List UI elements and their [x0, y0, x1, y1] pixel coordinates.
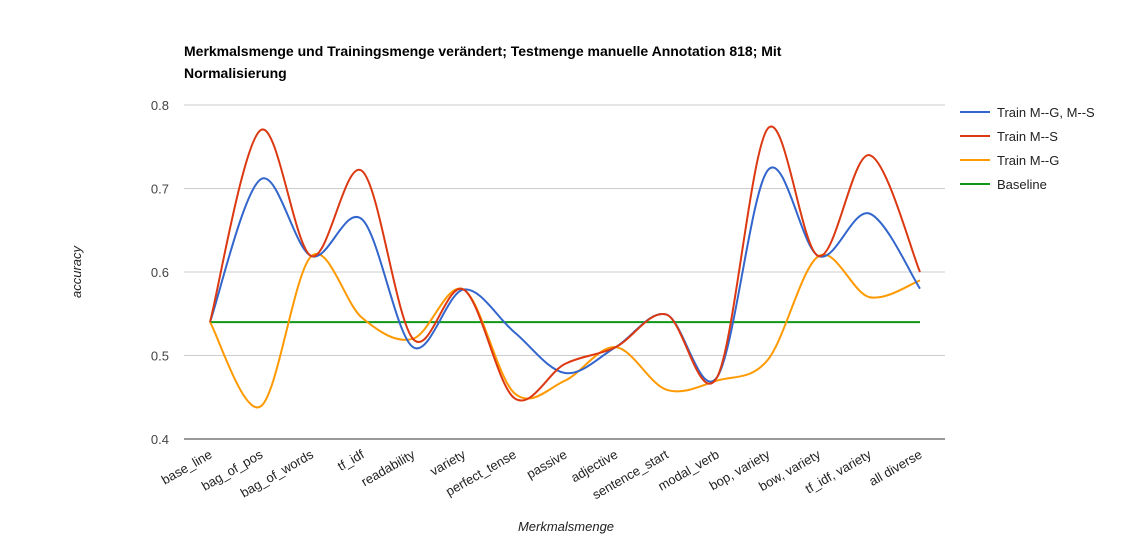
- y-axis-label: accuracy: [69, 244, 84, 298]
- series-lines: [209, 125, 921, 409]
- y-tick-label: 0.7: [151, 182, 169, 197]
- series-line-train-m-g-m-s: [209, 166, 921, 383]
- legend-label-train-m-s: Train M--S: [997, 129, 1058, 144]
- legend-label-baseline: Baseline: [997, 177, 1047, 192]
- x-tick-label: all diverse: [866, 447, 924, 489]
- chart-title-line-2: Normalisierung: [184, 65, 287, 81]
- y-axis-ticks: 0.4 0.5 0.6 0.7 0.8: [151, 98, 169, 447]
- legend: Train M--G, M--S Train M--S Train M--G Base…: [960, 105, 1095, 192]
- x-tick-label: readability: [359, 446, 418, 489]
- legend-label-train-m-g-m-s: Train M--G, M--S: [997, 105, 1095, 120]
- y-tick-label: 0.4: [151, 432, 169, 447]
- gridlines: [184, 104, 945, 440]
- y-tick-label: 0.6: [151, 265, 169, 280]
- chart-title-line-1: Merkmalsmenge und Trainingsmenge verände…: [184, 43, 782, 59]
- legend-label-train-m-g: Train M--G: [997, 153, 1059, 168]
- y-tick-label: 0.8: [151, 98, 169, 113]
- x-axis-label: Merkmalsmenge: [518, 519, 614, 534]
- series-line-train-m-g: [209, 252, 921, 409]
- x-tick-label: tf_idf: [335, 446, 367, 473]
- y-tick-label: 0.5: [151, 349, 169, 364]
- series-line-train-m-s: [209, 125, 921, 402]
- x-tick-label: passive: [524, 447, 570, 482]
